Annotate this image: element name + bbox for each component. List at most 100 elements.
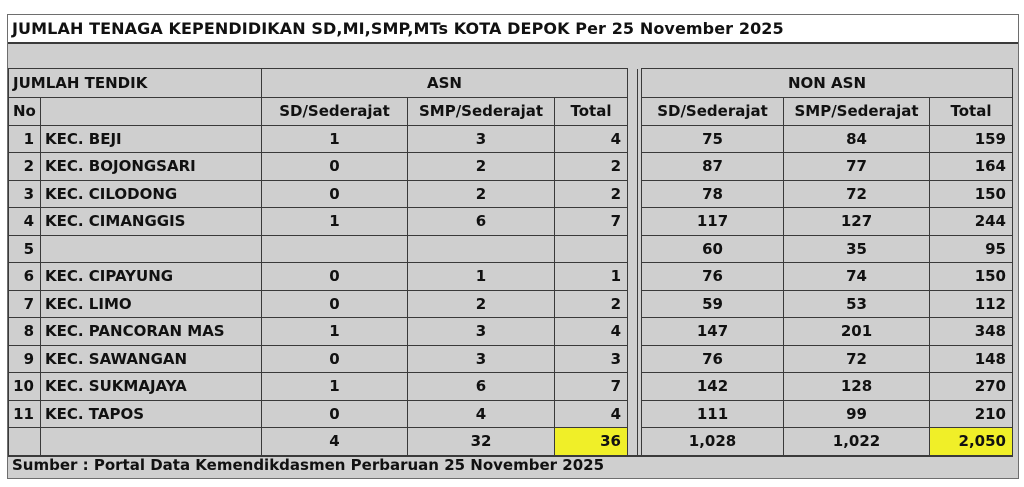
row-asn-sd[interactable]: 0: [261, 179, 408, 208]
row-kecamatan[interactable]: KEC. PANCORAN MAS: [40, 317, 262, 346]
row-no[interactable]: 7: [8, 289, 41, 318]
separator-cell[interactable]: [627, 207, 638, 235]
row-non-smp[interactable]: 53: [783, 289, 930, 318]
row-kecamatan[interactable]: KEC. BEJI: [40, 124, 262, 153]
row-kecamatan[interactable]: KEC. SAWANGAN: [40, 344, 262, 373]
header-asn-total[interactable]: Total: [554, 97, 628, 126]
separator-cell[interactable]: [627, 372, 638, 400]
row-asn-total[interactable]: 2: [554, 152, 628, 181]
row-kecamatan[interactable]: [40, 234, 262, 263]
row-non-smp[interactable]: 99: [783, 399, 930, 428]
header-non-sd[interactable]: SD/Sederajat: [641, 97, 784, 126]
row-non-smp[interactable]: 35: [783, 234, 930, 263]
row-kecamatan[interactable]: KEC. CILODONG: [40, 179, 262, 208]
row-asn-smp[interactable]: 3: [407, 124, 555, 153]
row-non-smp[interactable]: 72: [783, 179, 930, 208]
header-non-total[interactable]: Total: [929, 97, 1013, 126]
header-asn-smp[interactable]: SMP/Sederajat: [407, 97, 555, 126]
header-no[interactable]: No: [8, 97, 41, 126]
title-cell[interactable]: [8, 15, 1018, 44]
row-non-sd[interactable]: 59: [641, 289, 784, 318]
separator-cell[interactable]: [627, 97, 638, 125]
row-no[interactable]: 6: [8, 262, 41, 291]
row-non-total[interactable]: 159: [929, 124, 1013, 153]
row-asn-sd[interactable]: 0: [261, 262, 408, 291]
row-asn-total[interactable]: 2: [554, 289, 628, 318]
row-non-sd[interactable]: 111: [641, 399, 784, 428]
row-no[interactable]: 2: [8, 152, 41, 181]
row-asn-smp[interactable]: 4: [407, 399, 555, 428]
row-asn-smp[interactable]: 3: [407, 317, 555, 346]
row-asn-total[interactable]: 4: [554, 124, 628, 153]
row-asn-total[interactable]: 2: [554, 179, 628, 208]
totals-no-blank[interactable]: [8, 427, 41, 457]
header-blank[interactable]: [40, 97, 262, 126]
row-asn-total[interactable]: [554, 234, 628, 263]
row-no[interactable]: 10: [8, 372, 41, 401]
row-asn-total[interactable]: 4: [554, 399, 628, 428]
row-asn-sd[interactable]: 1: [261, 372, 408, 401]
totals-label-blank[interactable]: [40, 427, 262, 457]
row-asn-smp[interactable]: [407, 234, 555, 263]
row-non-sd[interactable]: 142: [641, 372, 784, 401]
row-asn-sd[interactable]: [261, 234, 408, 263]
row-asn-sd[interactable]: 0: [261, 344, 408, 373]
row-non-smp[interactable]: 201: [783, 317, 930, 346]
row-asn-sd[interactable]: 1: [261, 317, 408, 346]
total-non-sd[interactable]: 1,028: [641, 427, 784, 457]
row-asn-total[interactable]: 4: [554, 317, 628, 346]
total-non-grand[interactable]: 2,050: [929, 427, 1013, 457]
header-jumlah-tendik[interactable]: JUMLAH TENDIK: [8, 68, 262, 98]
row-no[interactable]: 3: [8, 179, 41, 208]
row-non-sd[interactable]: 147: [641, 317, 784, 346]
row-asn-sd[interactable]: 0: [261, 152, 408, 181]
separator-cell[interactable]: [627, 68, 638, 98]
row-non-total[interactable]: 164: [929, 152, 1013, 181]
row-no[interactable]: 8: [8, 317, 41, 346]
row-kecamatan[interactable]: KEC. BOJONGSARI: [40, 152, 262, 181]
row-non-smp[interactable]: 128: [783, 372, 930, 401]
row-asn-smp[interactable]: 2: [407, 289, 555, 318]
row-non-smp[interactable]: 77: [783, 152, 930, 181]
row-non-total[interactable]: 148: [929, 344, 1013, 373]
row-asn-smp[interactable]: 3: [407, 344, 555, 373]
row-non-sd[interactable]: 60: [641, 234, 784, 263]
row-non-total[interactable]: 210: [929, 399, 1013, 428]
separator-cell[interactable]: [627, 290, 638, 318]
separator-cell[interactable]: [627, 317, 638, 345]
row-non-total[interactable]: 244: [929, 207, 1013, 236]
row-asn-smp[interactable]: 6: [407, 207, 555, 236]
row-asn-smp[interactable]: 1: [407, 262, 555, 291]
separator-cell[interactable]: [627, 262, 638, 290]
row-non-smp[interactable]: 127: [783, 207, 930, 236]
row-asn-sd[interactable]: 1: [261, 124, 408, 153]
row-asn-sd[interactable]: 1: [261, 207, 408, 236]
separator-cell[interactable]: [627, 125, 638, 153]
row-asn-total[interactable]: 1: [554, 262, 628, 291]
row-kecamatan[interactable]: KEC. SUKMAJAYA: [40, 372, 262, 401]
separator-cell[interactable]: [627, 152, 638, 180]
row-asn-sd[interactable]: 0: [261, 399, 408, 428]
separator-cell[interactable]: [627, 427, 638, 457]
row-no[interactable]: 5: [8, 234, 41, 263]
row-asn-sd[interactable]: 0: [261, 289, 408, 318]
row-asn-smp[interactable]: 2: [407, 179, 555, 208]
separator-cell[interactable]: [627, 400, 638, 428]
row-asn-total[interactable]: 7: [554, 372, 628, 401]
row-non-sd[interactable]: 76: [641, 344, 784, 373]
header-asn-sd[interactable]: SD/Sederajat: [261, 97, 408, 126]
header-asn[interactable]: ASN: [261, 68, 628, 98]
row-kecamatan[interactable]: KEC. CIPAYUNG: [40, 262, 262, 291]
separator-cell[interactable]: [627, 180, 638, 208]
row-non-smp[interactable]: 84: [783, 124, 930, 153]
separator-cell[interactable]: [627, 235, 638, 263]
row-non-sd[interactable]: 117: [641, 207, 784, 236]
header-non-asn[interactable]: NON ASN: [641, 68, 1013, 98]
row-non-total[interactable]: 112: [929, 289, 1013, 318]
header-non-smp[interactable]: SMP/Sederajat: [783, 97, 930, 126]
row-no[interactable]: 1: [8, 124, 41, 153]
total-asn-grand[interactable]: 36: [554, 427, 628, 457]
row-non-total[interactable]: 150: [929, 179, 1013, 208]
row-non-sd[interactable]: 75: [641, 124, 784, 153]
row-kecamatan[interactable]: KEC. CIMANGGIS: [40, 207, 262, 236]
